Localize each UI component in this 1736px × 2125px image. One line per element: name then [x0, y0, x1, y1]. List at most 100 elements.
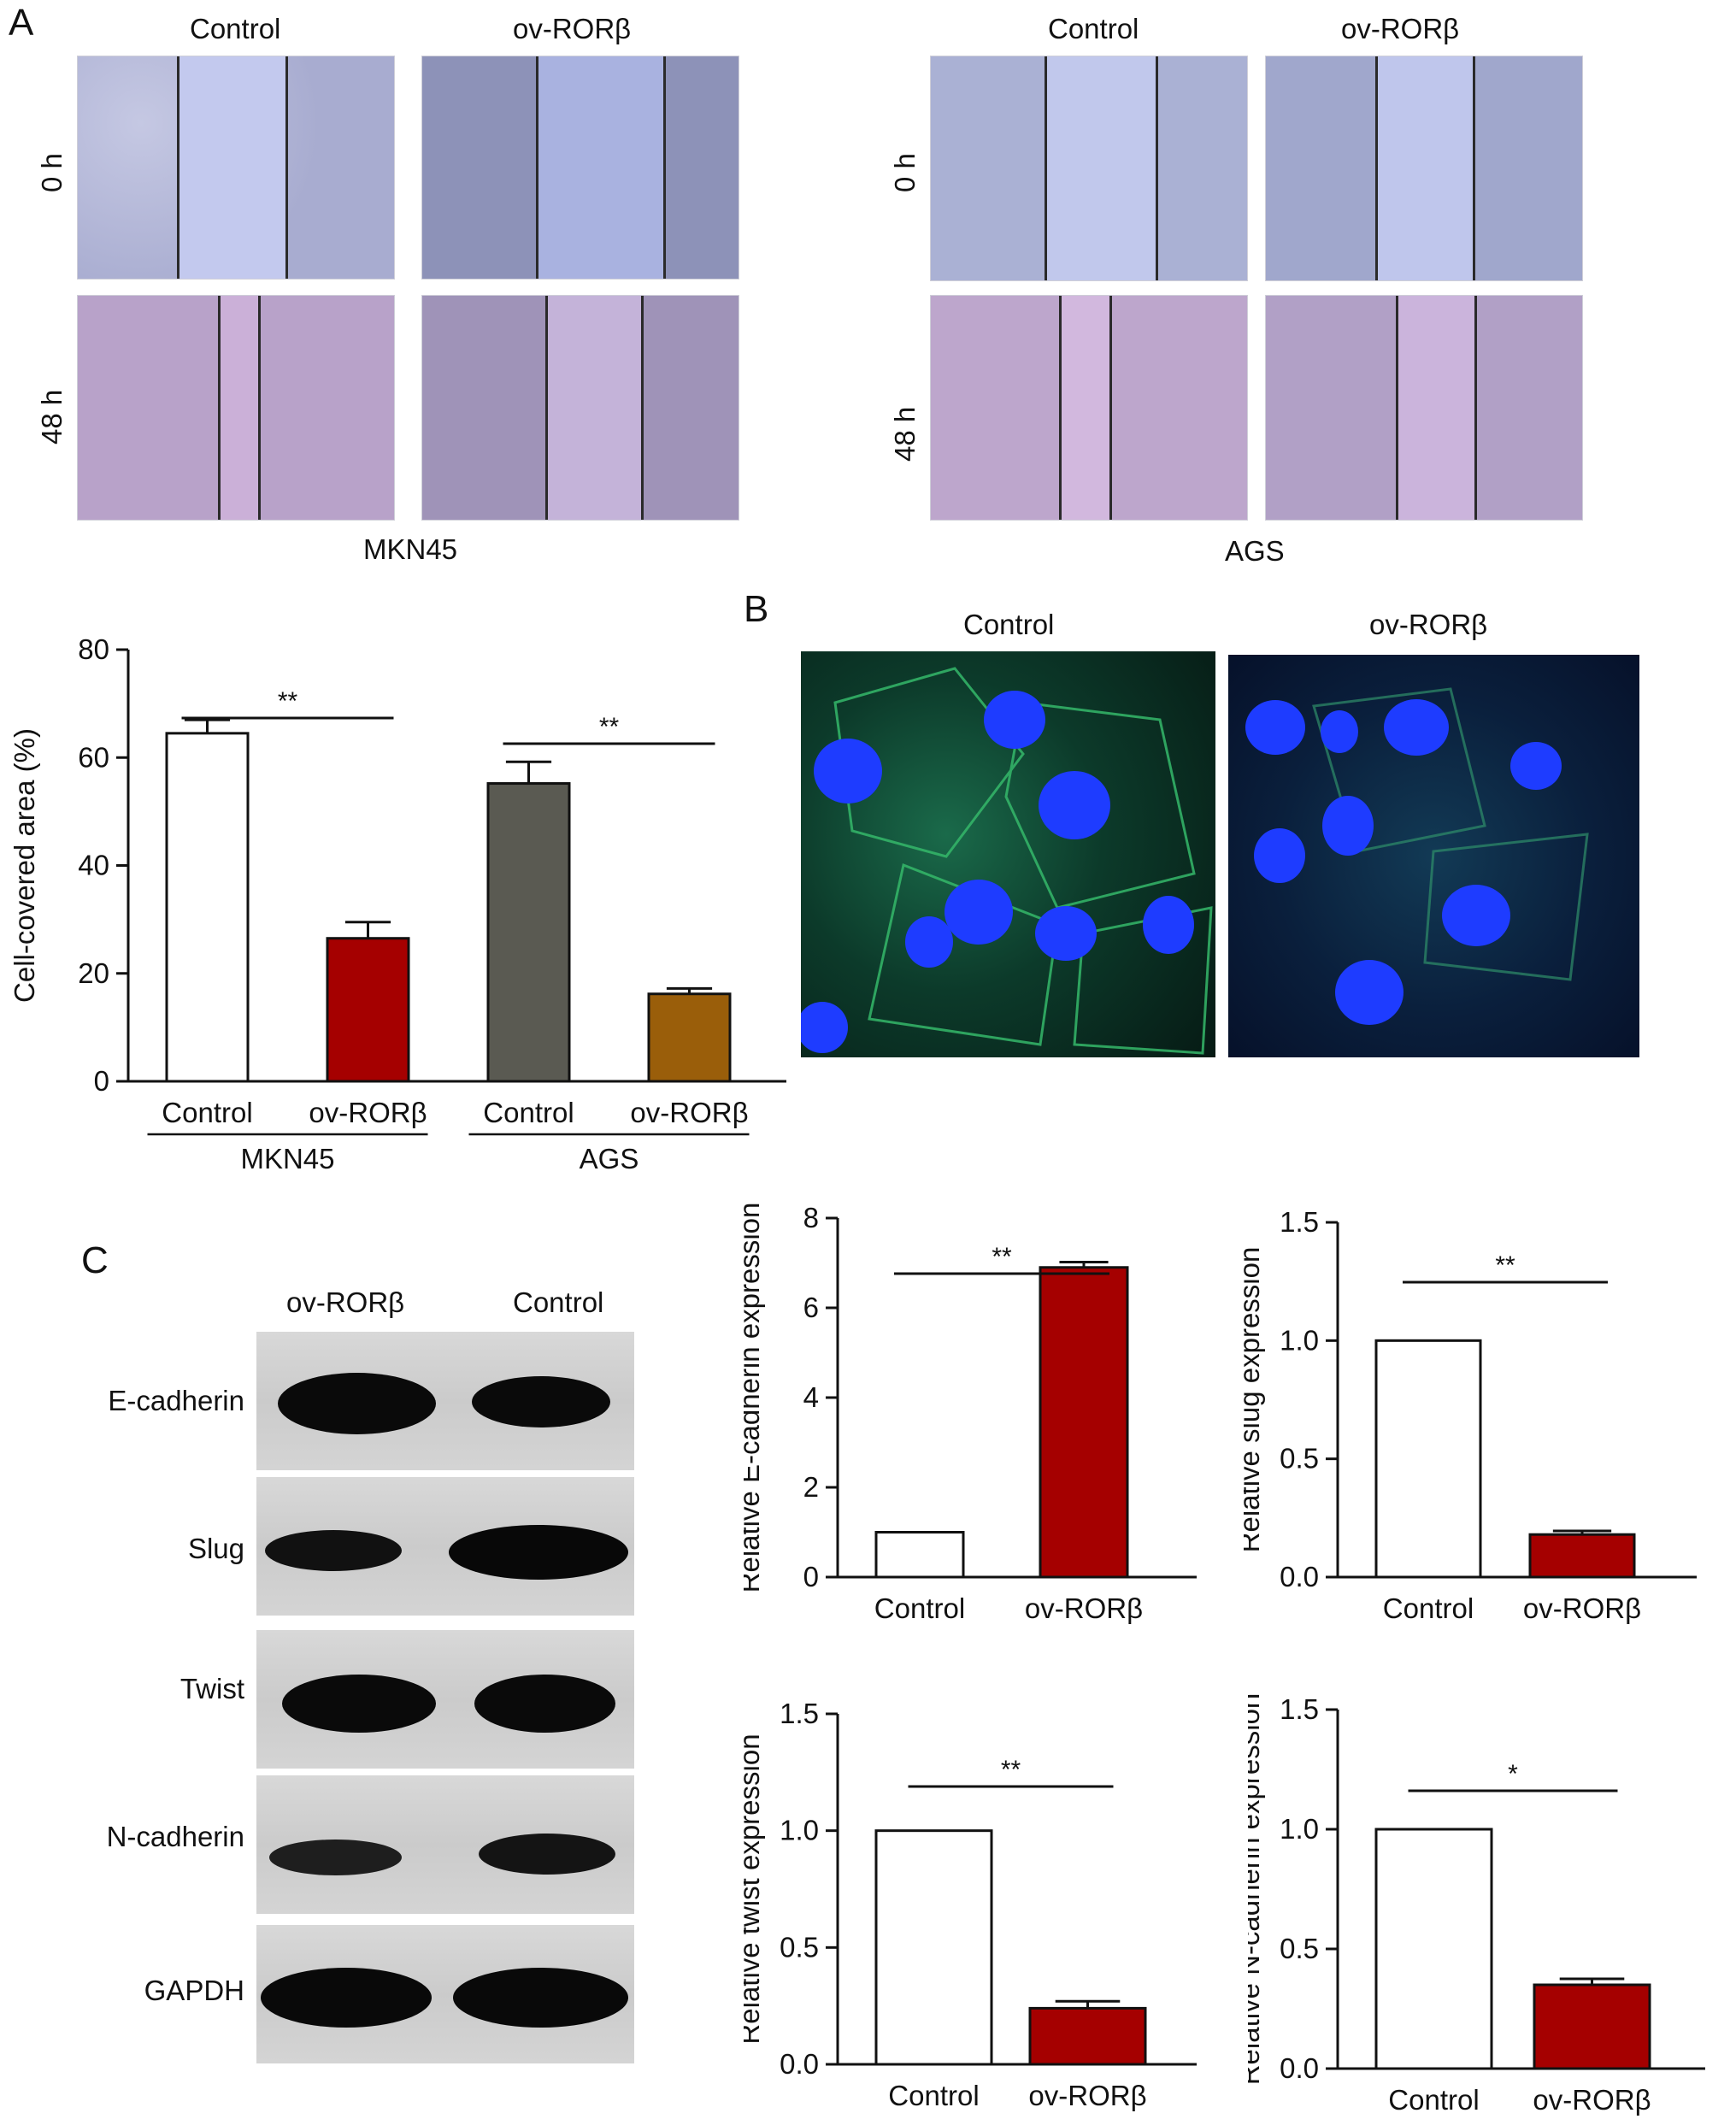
y-tick-label: 80 — [78, 633, 109, 665]
n-cadherin-ylabel: Relative N-cadherin expression — [1248, 1693, 1265, 2086]
blot-col-control-label: Control — [513, 1286, 604, 1318]
blot-label-slug: Slug — [187, 1533, 244, 1564]
blot-n-cadherin — [256, 1775, 634, 1914]
group-label: MKN45 — [240, 1143, 334, 1171]
ags-ov-48h-image — [1265, 295, 1583, 521]
x-tick-label: Control — [874, 1592, 965, 1624]
blot-label-e-cadherin: E-cadherin — [108, 1385, 244, 1416]
mkn45-cell-line-label: MKN45 — [363, 533, 458, 565]
ags-col-control-label: Control — [1048, 13, 1139, 44]
chart-slug: 0.0 0.5 1.0 1.5 Relative slug expression Cont… — [1244, 1206, 1697, 1624]
y-tick-label: 0.5 — [1280, 1443, 1319, 1475]
fluor-ov-image — [1228, 655, 1639, 1057]
group-label: AGS — [580, 1143, 639, 1171]
mkn45-row-0h-label: 0 h — [36, 153, 68, 192]
significance-stars: ** — [992, 1243, 1012, 1271]
y-tick-label: 1.0 — [780, 1815, 819, 1846]
significance-stars: * — [1508, 1760, 1518, 1788]
bar-1 — [326, 937, 410, 1083]
bar-1 — [1528, 1533, 1636, 1579]
slug-ylabel: Relative slug expression — [1244, 1247, 1265, 1553]
y-tick-label: 0.5 — [1280, 1933, 1319, 1964]
significance-stars: ** — [1001, 1756, 1021, 1784]
bar-1 — [1533, 1983, 1651, 2070]
y-tick-label: 8 — [803, 1202, 819, 1233]
chart-n-cadherin: 0.0 0.5 1.0 1.5 Relative N-cadherin expressi… — [1248, 1693, 1705, 2116]
y-tick-label: 1.5 — [1280, 1693, 1319, 1725]
y-tick-label: 1.0 — [1280, 1813, 1319, 1845]
y-tick-label: 0 — [94, 1065, 109, 1097]
blot-label-gapdh: GAPDH — [144, 1975, 244, 2006]
significance-stars: ** — [1495, 1251, 1515, 1280]
chart-twist: 0.0 0.5 1.0 1.5 Relative twist expression Con… — [744, 1698, 1197, 2111]
mkn45-control-0h-image — [77, 56, 395, 280]
y-tick-label: 1.0 — [1280, 1324, 1319, 1356]
y-tick-label: 0 — [803, 1561, 819, 1592]
y-tick-label: 0.5 — [780, 1931, 819, 1963]
bar-0 — [165, 732, 250, 1083]
ags-cell-line-label: AGS — [1225, 535, 1285, 567]
y-tick-label: 60 — [78, 741, 109, 773]
x-tick-label: ov-RORβ — [1025, 1592, 1143, 1624]
bar-1 — [1039, 1266, 1129, 1579]
chart-cell-covered-area: 0 20 40 60 80 Cell-covered area (%) Control ov-… — [9, 633, 786, 1171]
significance-stars: ** — [599, 713, 620, 741]
significance-stars: ** — [278, 687, 298, 715]
ags-row-48h-label: 48 h — [889, 406, 921, 462]
x-tick-label: Control — [162, 1097, 252, 1128]
x-tick-label: Control — [1388, 2084, 1479, 2116]
y-tick-label: 2 — [803, 1471, 819, 1503]
x-tick-label: Control — [483, 1097, 574, 1128]
ags-control-0h-image — [930, 56, 1248, 281]
mkn45-col-ov-label: ov-RORβ — [513, 13, 632, 44]
bar-0 — [1374, 1828, 1493, 2070]
blot-twist — [256, 1630, 634, 1769]
x-tick-label: ov-RORβ — [1028, 2080, 1146, 2111]
mkn45-col-control-label: Control — [190, 13, 281, 44]
fluor-control-cells — [801, 667, 1213, 1055]
y-tick-label: 1.5 — [1280, 1206, 1319, 1238]
mkn45-ov-0h-image — [421, 56, 739, 280]
bar-0 — [874, 1829, 993, 2066]
y-tick-label: 40 — [78, 850, 109, 881]
x-tick-label: Control — [1383, 1592, 1474, 1624]
blot-e-cadherin — [256, 1332, 634, 1470]
y-tick-label: 20 — [78, 957, 109, 989]
ags-ov-0h-image — [1265, 56, 1583, 281]
e-cadherin-ylabel: Relative E-cadherin expression — [744, 1203, 765, 1593]
bar-1 — [1028, 2006, 1147, 2066]
fluor-control-image — [801, 651, 1215, 1057]
x-tick-label: ov-RORβ — [1533, 2084, 1651, 2116]
bar-3 — [647, 992, 732, 1083]
blot-label-n-cadherin: N-cadherin — [106, 1821, 244, 1852]
panel-label-a: A — [9, 2, 34, 44]
x-tick-label: ov-RORβ — [309, 1097, 427, 1128]
y-tick-label: 0.0 — [1280, 1561, 1319, 1592]
cell-covered-ylabel: Cell-covered area (%) — [9, 728, 40, 1003]
bar-0 — [874, 1531, 965, 1579]
x-tick-label: Control — [888, 2080, 979, 2111]
blot-col-ov-label: ov-RORβ — [286, 1286, 405, 1318]
y-tick-label: 1.5 — [780, 1698, 819, 1729]
x-tick-label: ov-RORβ — [630, 1097, 748, 1128]
blot-gapdh — [256, 1925, 634, 2063]
fluor-col-control-label: Control — [963, 609, 1055, 640]
fluor-col-ov-label: ov-RORβ — [1369, 609, 1488, 640]
ags-row-0h-label: 0 h — [889, 153, 921, 192]
twist-ylabel: Relative twist expression — [744, 1734, 765, 2044]
blot-slug — [256, 1477, 634, 1616]
mkn45-control-48h-image — [77, 295, 395, 521]
chart-e-cadherin: 0 2 4 6 8 Relative E-cadherin expression Contr… — [744, 1202, 1197, 1624]
ags-col-ov-label: ov-RORβ — [1341, 13, 1460, 44]
mkn45-row-48h-label: 48 h — [36, 389, 68, 444]
fluor-ov-cells — [1245, 687, 1589, 1025]
bar-0 — [1374, 1339, 1482, 1579]
y-tick-label: 0.0 — [1280, 2052, 1319, 2084]
y-tick-label: 0.0 — [780, 2048, 819, 2080]
bar-2 — [486, 782, 571, 1083]
blot-label-twist: Twist — [179, 1673, 244, 1704]
y-tick-label: 4 — [803, 1381, 819, 1413]
mkn45-ov-48h-image — [421, 295, 739, 521]
panel-label-b: B — [744, 588, 769, 630]
ags-control-48h-image — [930, 295, 1248, 521]
